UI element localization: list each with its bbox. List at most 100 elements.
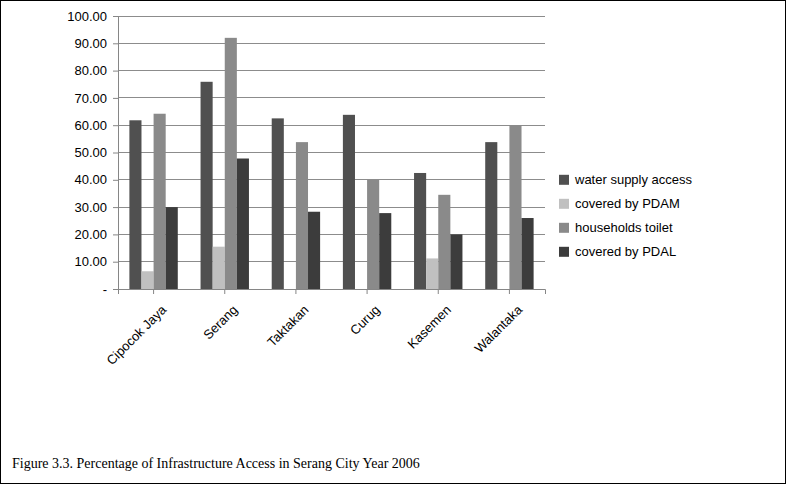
tick-label: 20.00 [74, 227, 107, 242]
legend-item: covered by PDAM [559, 196, 680, 211]
grid-line [118, 234, 545, 235]
bar [497, 289, 509, 290]
bar [438, 195, 450, 289]
tick-label: 40.00 [74, 172, 107, 187]
tick: 40.00 [74, 172, 118, 187]
bar [213, 247, 225, 289]
legend-label: covered by PDAL [575, 244, 676, 259]
legend-item: water supply access [559, 172, 693, 187]
tick-mark [113, 71, 118, 72]
tick-mark [295, 289, 296, 294]
bar [450, 234, 462, 289]
tick-mark [113, 234, 118, 235]
tick: 10.00 [74, 254, 118, 269]
tick-mark [367, 289, 368, 294]
legend-item: households toilet [559, 220, 673, 235]
grid-line [118, 179, 545, 180]
legend-label: households toilet [575, 220, 673, 235]
tick-mark [113, 98, 118, 99]
bar [355, 289, 367, 290]
tick: 20.00 [74, 227, 118, 242]
tick: 50.00 [74, 145, 118, 160]
tick-mark [509, 289, 510, 294]
grid-line [118, 97, 545, 98]
plot: - 10.00 20.00 30.00 40.00 50.00 60.00 70.00 80.0… [67, 9, 545, 368]
grid-line [118, 261, 545, 262]
bar [367, 180, 379, 289]
legend: water supply access covered by PDAM househ… [559, 172, 693, 259]
tick-mark [113, 153, 118, 154]
bar [522, 218, 534, 289]
tick-label: Curug [347, 302, 383, 338]
bar [296, 142, 308, 289]
tick: Taktakan [264, 289, 311, 350]
bar [141, 271, 153, 289]
legend-swatch [559, 223, 569, 233]
tick-mark [113, 180, 118, 181]
bar [201, 82, 213, 289]
bar [129, 120, 141, 289]
tick: Cipocok Jaya [103, 289, 169, 368]
grid-line [118, 125, 545, 126]
legend-label: covered by PDAM [575, 196, 680, 211]
legend-swatch [559, 247, 569, 257]
bar [509, 125, 521, 289]
bar [154, 114, 166, 289]
bar [284, 289, 296, 290]
tick: 70.00 [74, 91, 118, 106]
bar [414, 173, 426, 289]
x-axis: Cipocok Jaya Serang Taktakan Curug Kasemen Wa… [103, 289, 545, 368]
bar [308, 212, 320, 289]
bar [426, 258, 438, 289]
bar [225, 38, 237, 289]
tick: 30.00 [74, 200, 118, 215]
tick: Walantaka [471, 289, 525, 356]
tick-mark [113, 16, 118, 17]
tick-label: 90.00 [74, 36, 107, 51]
legend-swatch [559, 175, 569, 185]
tick-label: 10.00 [74, 254, 107, 269]
tick: 90.00 [74, 36, 118, 51]
legend-swatch [559, 199, 569, 209]
grid-line [118, 152, 545, 153]
bar [379, 213, 391, 289]
bar [237, 159, 249, 289]
frame [1, 1, 786, 484]
axis-line [113, 17, 119, 290]
tick-label: 70.00 [74, 91, 107, 106]
tick-mark [438, 289, 439, 294]
bars [129, 38, 533, 289]
tick-label: 100.00 [67, 9, 107, 24]
tick-mark [224, 289, 225, 294]
tick: 100.00 [67, 9, 118, 24]
tick: 60.00 [74, 118, 118, 133]
tick: 80.00 [74, 63, 118, 78]
grid-line [118, 70, 545, 71]
title: Figure 3.3. Percentage of Infrastructure… [12, 456, 420, 471]
tick-mark [153, 289, 154, 294]
legend-item: covered by PDAL [559, 244, 676, 259]
tick-label: Kasemen [405, 302, 454, 351]
tick-label: 60.00 [74, 118, 107, 133]
tick-label: 80.00 [74, 63, 107, 78]
tick-mark [113, 43, 118, 44]
grid-line [118, 43, 545, 44]
grid-line [118, 207, 545, 208]
tick-label: - [103, 282, 107, 297]
tick-mark [113, 262, 118, 263]
tick: Kasemen [405, 289, 454, 352]
tick: - [103, 282, 118, 297]
tick-label: 50.00 [74, 145, 107, 160]
tick: Serang [200, 289, 240, 342]
tick-label: Taktakan [264, 302, 311, 349]
y-axis: - 10.00 20.00 30.00 40.00 50.00 60.00 70.00 80.0… [67, 9, 118, 297]
legend-label: water supply access [574, 172, 693, 187]
tick-mark [113, 125, 118, 126]
bar [485, 142, 497, 289]
axis-line [119, 290, 546, 295]
tick: Curug [347, 289, 383, 338]
tick-label: Walantaka [471, 302, 525, 356]
grid-line [118, 16, 545, 17]
tick-label: 30.00 [74, 200, 107, 215]
chart: - 10.00 20.00 30.00 40.00 50.00 60.00 70.00 80.0… [0, 0, 786, 484]
